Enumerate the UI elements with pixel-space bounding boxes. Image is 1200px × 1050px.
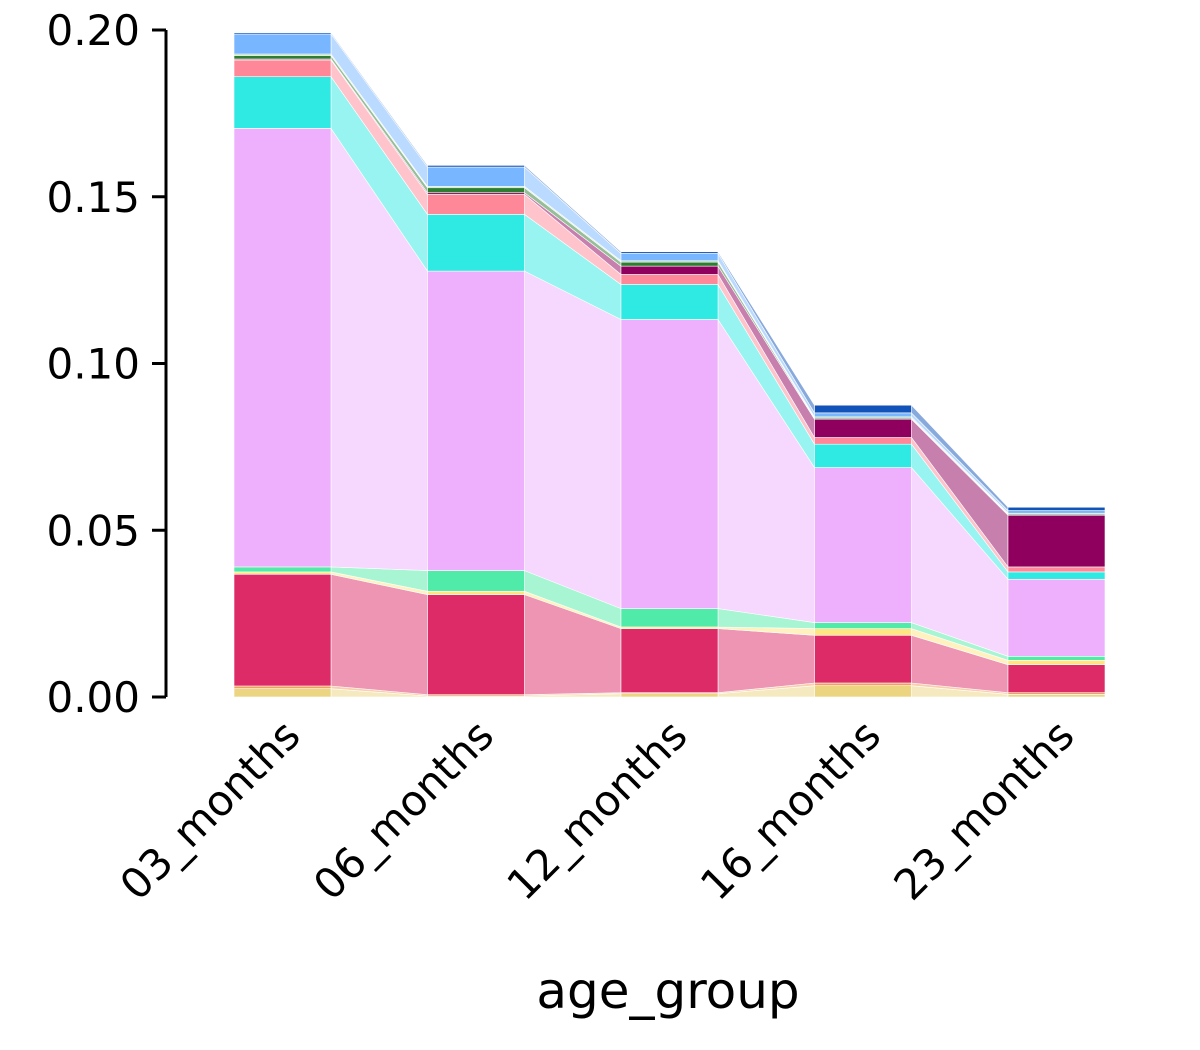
x-tick-label: 23_months <box>884 710 1083 909</box>
bar-segment <box>620 319 719 609</box>
y-axis: 0.00 0.05 0.10 0.15 0.20 <box>46 6 168 722</box>
bar-segment <box>620 261 719 267</box>
bar-segment <box>814 682 912 686</box>
bar-segment <box>1007 571 1106 580</box>
x-axis: 03_months06_months12_months16_months23_m… <box>110 710 1083 909</box>
bar-segment <box>233 55 332 60</box>
x-tick-label: 03_months <box>110 710 309 909</box>
bar-segment <box>1007 506 1106 511</box>
bar-segment <box>620 253 719 262</box>
bar-segment <box>427 166 525 187</box>
y-tick-label: 0.10 <box>46 340 140 389</box>
bar-segment <box>814 622 912 629</box>
bar-segment <box>620 251 719 254</box>
bar-segment <box>233 566 332 573</box>
bar-segment <box>427 570 525 592</box>
bar-stacks <box>233 32 1106 698</box>
y-tick-label: 0.00 <box>46 673 140 722</box>
bar-segment <box>1007 566 1106 573</box>
bar-segment <box>233 76 332 129</box>
bar-segment <box>427 590 525 595</box>
bar-segment <box>620 265 719 275</box>
bar-segment <box>814 412 912 418</box>
x-axis-title: age_group <box>536 962 799 1020</box>
bar-segment <box>814 404 912 414</box>
bar-segment <box>814 443 912 468</box>
bar-segment <box>1007 660 1106 665</box>
bar-segment <box>427 594 525 695</box>
bar-segment <box>814 628 912 636</box>
bar-segment <box>814 437 912 445</box>
bar-segment <box>427 214 525 272</box>
bar-segment <box>233 128 332 568</box>
bar-segment <box>233 32 332 35</box>
bar-segment <box>1007 514 1106 568</box>
bar-segment <box>427 187 525 194</box>
bar-segment <box>620 608 719 628</box>
bar-segment <box>233 685 332 689</box>
bar-segment <box>427 165 525 168</box>
bar-segment <box>233 688 332 698</box>
bar-segment <box>620 628 719 693</box>
bar-segment <box>1007 656 1106 661</box>
bar-segment <box>427 194 525 215</box>
bar-segment <box>814 685 912 698</box>
flow-bands <box>330 31 1009 698</box>
y-tick-label: 0.05 <box>46 506 140 555</box>
bar-segment <box>233 33 332 55</box>
bar-segment <box>233 573 332 687</box>
bar-segment <box>814 467 912 623</box>
y-tick-label: 0.20 <box>46 6 140 55</box>
bar-segment <box>814 634 912 684</box>
bar-segment <box>233 571 332 575</box>
bar-segment <box>233 59 332 77</box>
x-tick-label: 12_months <box>497 710 696 909</box>
bar-segment <box>620 284 719 320</box>
flow-band <box>330 573 428 696</box>
bar-segment <box>1007 664 1106 693</box>
bar-segment <box>1007 578 1106 657</box>
x-tick-label: 06_months <box>304 710 503 909</box>
bar-segment <box>1007 510 1106 514</box>
bar-segment <box>1007 694 1106 698</box>
bar-segment <box>620 693 719 698</box>
x-tick-label: 16_months <box>691 710 890 909</box>
flow-band <box>717 628 815 694</box>
bar-segment <box>814 418 912 438</box>
flow-band <box>524 270 622 610</box>
bar-segment <box>620 274 719 285</box>
y-tick-label: 0.15 <box>46 173 140 222</box>
bar-segment <box>427 270 525 571</box>
